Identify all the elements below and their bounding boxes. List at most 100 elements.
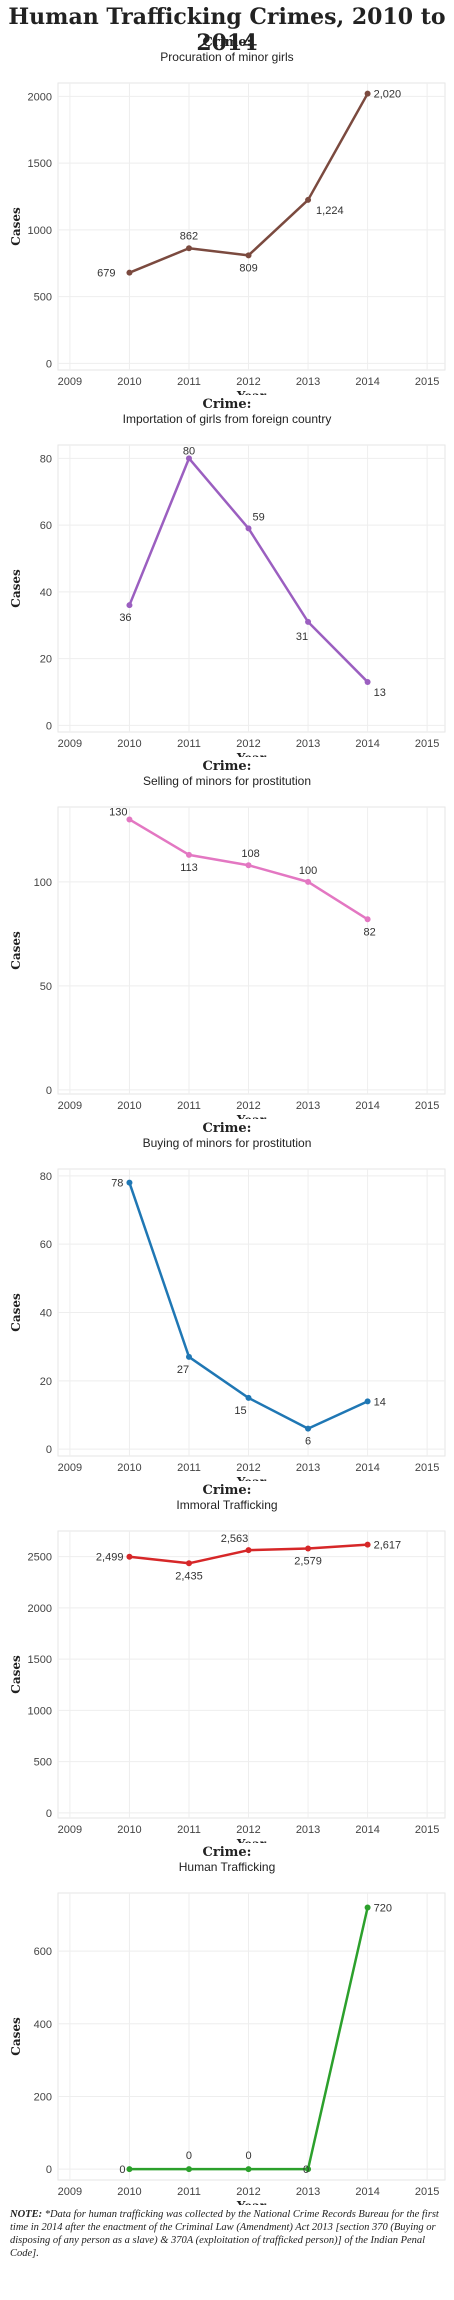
x-tick-label: 2011 [177, 738, 201, 750]
data-label: 2,499 [96, 1552, 124, 1564]
chart-2: 0 20 40 60 80 2009 2010 2011 2012 2013 2014 2015 Yea… [0, 397, 454, 757]
x-tick-label: 2013 [296, 1100, 320, 1112]
x-tick-label: 2011 [177, 1100, 201, 1112]
y-tick-label: 0 [46, 1085, 52, 1097]
y-axis-title: Cases [9, 1293, 23, 1332]
data-point [185, 851, 192, 858]
data-label: 2,563 [221, 1533, 249, 1545]
chart-svg: 0 500 1000 1500 2000 2500 2009 2010 2011 2012 2013… [9, 1530, 446, 1843]
plot-area [57, 1530, 446, 1819]
data-point [185, 1560, 192, 1567]
y-tick-label: 1500 [28, 158, 52, 170]
y-tick-label: 400 [34, 2019, 52, 2031]
data-label: 31 [296, 631, 308, 643]
chart-title: Human Trafficking [178, 1860, 276, 1874]
note-text: *Data for human trafficking was collecte… [10, 2209, 439, 2259]
data-label: 2,435 [175, 1570, 203, 1582]
facet-label: Crime: [202, 1121, 252, 1136]
page-title: Human Trafficking Crimes, 2010 to 2014 [8, 4, 446, 56]
data-point [364, 1398, 371, 1405]
data-label: 108 [241, 848, 259, 860]
chart-title: Procuration of minor girls [160, 50, 294, 64]
chart-title: Buying of minors for prostitution [142, 1136, 312, 1150]
x-axis-title: Year [236, 389, 267, 395]
data-point [185, 455, 192, 462]
data-point [185, 245, 192, 252]
data-label: 809 [239, 262, 257, 274]
y-tick-label: 0 [46, 1808, 52, 1820]
facet-label: Crime: [202, 35, 252, 50]
data-point [364, 678, 371, 685]
x-tick-label: 2010 [117, 2186, 141, 2198]
facet-label: Crime: [202, 759, 252, 774]
x-tick-label: 2011 [177, 376, 201, 388]
data-point [245, 525, 252, 532]
data-point [126, 816, 133, 823]
chart-title: Immoral Trafficking [176, 1498, 278, 1512]
x-axis-title: Year [236, 1475, 267, 1481]
chart-header: Crime: Immoral Trafficking [0, 1483, 454, 1512]
chart-6: 0 200 400 600 2009 2010 2011 2012 2013 2014 2015 Ye… [0, 1845, 454, 2205]
y-tick-label: 80 [40, 453, 52, 465]
x-tick-label: 2015 [415, 1100, 439, 1112]
y-axis-title: Cases [9, 569, 23, 608]
chart-svg: 0 500 1000 1500 2000 2009 2010 2011 2012 2013 2014… [9, 82, 446, 395]
data-label: 36 [119, 612, 131, 624]
y-tick-label: 2000 [28, 91, 52, 103]
x-tick-label: 2013 [296, 1462, 320, 1474]
data-label: 14 [374, 1396, 386, 1408]
y-tick-label: 1500 [28, 1654, 52, 1666]
y-tick-label: 0 [46, 2164, 52, 2176]
chart-svg: 0 200 400 600 2009 2010 2011 2012 2013 2014 2015 Ye… [9, 1892, 446, 2205]
chart-3: 0 50 100 2009 2010 2011 2012 2013 2014 2015 Year Ca… [0, 759, 454, 1119]
y-tick-label: 20 [40, 654, 52, 666]
x-tick-label: 2015 [415, 738, 439, 750]
data-label: 0 [303, 2164, 309, 2176]
data-point [245, 1394, 252, 1401]
chart-5: 0 500 1000 1500 2000 2500 2009 2010 2011 2012 2013… [0, 1483, 454, 1843]
x-tick-label: 2013 [296, 376, 320, 388]
chart-header: Crime: Procuration of minor girls [0, 35, 454, 64]
data-label: 679 [97, 268, 115, 280]
data-point [305, 878, 312, 885]
data-label: 0 [245, 2150, 251, 2162]
x-tick-label: 2012 [236, 1824, 260, 1836]
data-label: 130 [109, 806, 127, 818]
facet-label: Crime: [202, 1845, 252, 1860]
y-tick-label: 0 [46, 720, 52, 732]
x-tick-label: 2014 [355, 1824, 379, 1836]
y-axis-title: Cases [9, 2017, 23, 2056]
y-tick-label: 20 [40, 1376, 52, 1388]
data-point [245, 252, 252, 259]
y-tick-label: 1000 [28, 225, 52, 237]
data-label: 2,617 [374, 1540, 402, 1552]
x-tick-label: 2010 [117, 738, 141, 750]
y-tick-label: 40 [40, 1308, 52, 1320]
data-point [305, 1545, 312, 1552]
x-tick-label: 2014 [355, 2186, 379, 2198]
y-tick-label: 0 [46, 358, 52, 370]
chart-header: Crime: Selling of minors for prostitution [0, 759, 454, 788]
data-point [126, 602, 133, 609]
data-point [245, 862, 252, 869]
data-label: 27 [177, 1364, 189, 1376]
data-point [364, 1541, 371, 1548]
chart-svg: 0 50 100 2009 2010 2011 2012 2013 2014 2015 Year Ca… [9, 806, 446, 1119]
chart-title: Importation of girls from foreign countr… [122, 412, 332, 426]
data-label: 80 [183, 445, 195, 457]
data-label: 720 [374, 1903, 392, 1915]
chart-header: Crime: Importation of girls from foreign … [0, 397, 454, 426]
y-tick-label: 0 [46, 1444, 52, 1456]
x-axis-title: Year [236, 751, 267, 757]
x-tick-label: 2015 [415, 376, 439, 388]
plot-area [57, 806, 446, 1095]
x-tick-label: 2009 [58, 738, 82, 750]
y-tick-label: 2500 [28, 1552, 52, 1564]
facet-label: Crime: [202, 1483, 252, 1498]
chart-title: Selling of minors for prostitution [142, 774, 312, 788]
x-tick-label: 2015 [415, 2186, 439, 2198]
x-tick-label: 2010 [117, 1100, 141, 1112]
data-label: 0 [186, 2150, 192, 2162]
facet-label: Crime: [202, 397, 252, 412]
y-tick-label: 100 [34, 877, 52, 889]
